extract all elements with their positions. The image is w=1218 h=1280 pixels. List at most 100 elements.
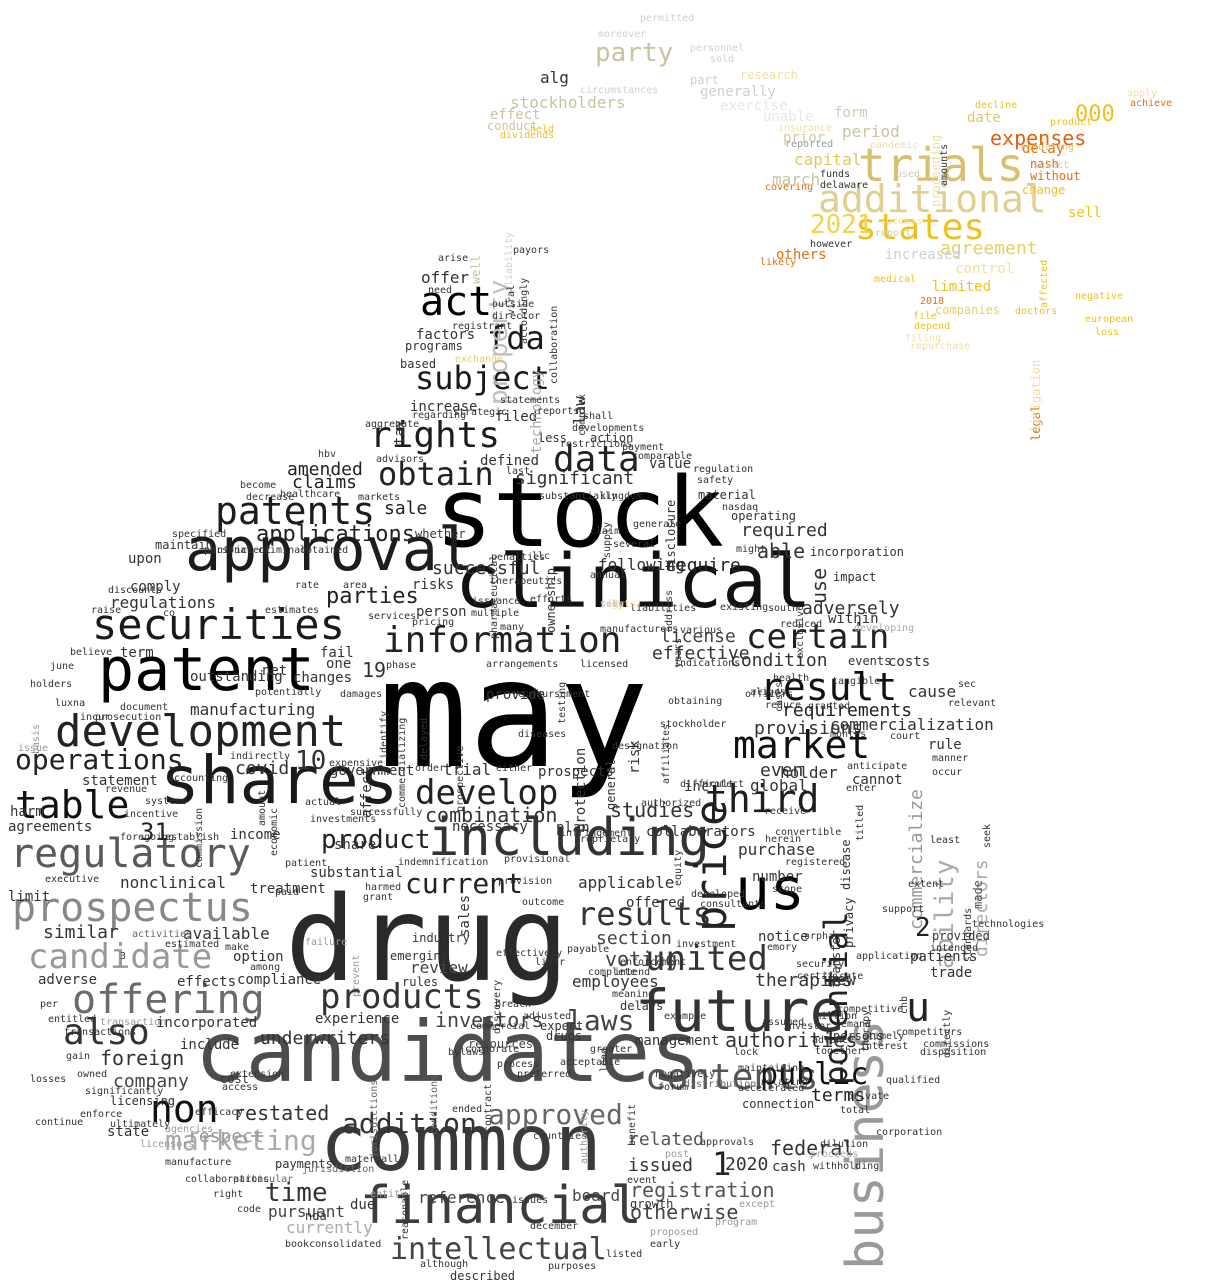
- word-share: share: [334, 837, 377, 853]
- word-restated: restated: [233, 1101, 330, 1125]
- word-resources: resources: [468, 1037, 534, 1051]
- word-orphan: orphan: [804, 931, 841, 942]
- word-respect: respect: [188, 1126, 264, 1147]
- word-table: table: [15, 783, 130, 827]
- word-alg: alg: [540, 68, 569, 87]
- word-titled: titled: [855, 804, 866, 841]
- word-use: use: [807, 567, 831, 604]
- word-phase: phase: [386, 660, 417, 671]
- word-applicable: applicable: [578, 873, 675, 892]
- word-claims: claims: [292, 472, 358, 493]
- word-discounts: discounts: [108, 585, 163, 596]
- word-well: well: [469, 254, 483, 284]
- word-disease: disease: [839, 839, 853, 891]
- word-2020: 2020: [725, 1154, 769, 1175]
- word-prevent: prevent: [351, 954, 362, 997]
- word-indirectly: indirectly: [230, 751, 291, 762]
- word-significantly: significantly: [85, 1086, 164, 1097]
- word-31: 31: [140, 818, 169, 846]
- word-able: able: [757, 539, 806, 563]
- word-scope: scope: [772, 884, 803, 895]
- word-may: may: [378, 628, 649, 802]
- word-public: public: [760, 1057, 869, 1092]
- word-obtain: obtain: [378, 455, 494, 493]
- word-product: product: [1050, 117, 1093, 128]
- word-voting: voting: [605, 947, 678, 971]
- word-luxna: luxna: [55, 698, 86, 709]
- word-access: access: [222, 1082, 259, 1093]
- word-issues: issues: [512, 1195, 549, 1206]
- word-infringement: infringement: [560, 828, 633, 839]
- word-addition: addition: [342, 1107, 477, 1140]
- word-section: section: [596, 928, 672, 949]
- word-described: described: [450, 1269, 516, 1280]
- word-rules: rules: [402, 975, 439, 989]
- word-trial: trial: [443, 760, 492, 779]
- word-non: non: [150, 1087, 219, 1131]
- word-however: however: [810, 239, 853, 250]
- word-effectively: effectively: [496, 948, 563, 959]
- word-pandemic: pandemic: [870, 140, 919, 151]
- word-entity: entity: [370, 1189, 407, 1200]
- word-total: total: [840, 1105, 871, 1116]
- word-employees: employees: [572, 972, 659, 991]
- word-regulation: regulation: [693, 464, 754, 475]
- word-agreement: agreement: [940, 238, 1038, 259]
- word-identify: identify: [379, 710, 390, 759]
- word-changes: changes: [293, 670, 353, 686]
- word-commercial: commercial: [470, 1021, 531, 1032]
- word-maintain: maintain: [155, 538, 213, 552]
- word-european: european: [1085, 314, 1134, 325]
- word-generate: generate: [633, 519, 682, 530]
- word-sufficient: sufficient: [211, 545, 272, 556]
- word-disclosure: disclosure: [664, 499, 678, 572]
- word-review: review: [410, 958, 468, 977]
- word-tangible: tangible: [832, 676, 881, 687]
- word-equity: equity: [673, 849, 684, 886]
- word-rights: rights: [600, 599, 637, 610]
- word-current: current: [405, 867, 524, 900]
- word-unable: unable: [763, 109, 814, 125]
- word-additional: additional: [818, 177, 1047, 221]
- word-information: information: [383, 620, 622, 661]
- word-payable: payable: [567, 944, 610, 955]
- word-demand: demand: [835, 1019, 872, 1030]
- word-affected: affected: [1039, 259, 1050, 308]
- word-19: 19: [362, 658, 387, 682]
- word-payments: payments: [275, 1157, 333, 1171]
- word-achieve: achieve: [1130, 98, 1173, 109]
- word-security: security: [796, 959, 845, 970]
- word-many: many: [500, 622, 525, 633]
- word-common: common: [320, 1099, 602, 1189]
- word-stockholder: stockholder: [660, 719, 727, 730]
- word-although: although: [420, 1259, 469, 1270]
- word-states: states: [855, 207, 986, 248]
- word-pharmaceutical: pharmaceutical: [489, 554, 500, 639]
- word-existing: existing: [720, 602, 769, 613]
- word-less: less: [538, 431, 567, 445]
- word-patient: patient: [285, 858, 328, 869]
- word-criminal: criminal: [258, 545, 307, 556]
- word-chb: chb: [899, 995, 910, 1014]
- word-adjusted: adjusted: [523, 1011, 572, 1022]
- word-complex: complex: [577, 393, 588, 436]
- word-us: us: [735, 855, 805, 923]
- word-rate: rate: [295, 580, 320, 591]
- word-grant: grant: [363, 892, 394, 903]
- word-least: least: [930, 835, 961, 846]
- word-contents: contents: [645, 1057, 819, 1098]
- word-technologies: technologies: [972, 919, 1045, 930]
- word-cannot: cannot: [852, 772, 903, 788]
- word-designation: designation: [612, 741, 679, 752]
- word-part: part: [690, 73, 719, 87]
- word-u: u: [906, 985, 931, 1031]
- word-patent: patent: [98, 635, 315, 705]
- word-health: health: [773, 673, 810, 684]
- word-treatment: treatment: [250, 881, 326, 897]
- word-drugs: drugs: [546, 1029, 583, 1043]
- word-effect: effect: [490, 107, 541, 123]
- word-holder: holder: [780, 763, 838, 782]
- word-term: term: [120, 645, 154, 661]
- word-commissions: commissions: [923, 1039, 990, 1050]
- word-seek: seek: [982, 823, 993, 848]
